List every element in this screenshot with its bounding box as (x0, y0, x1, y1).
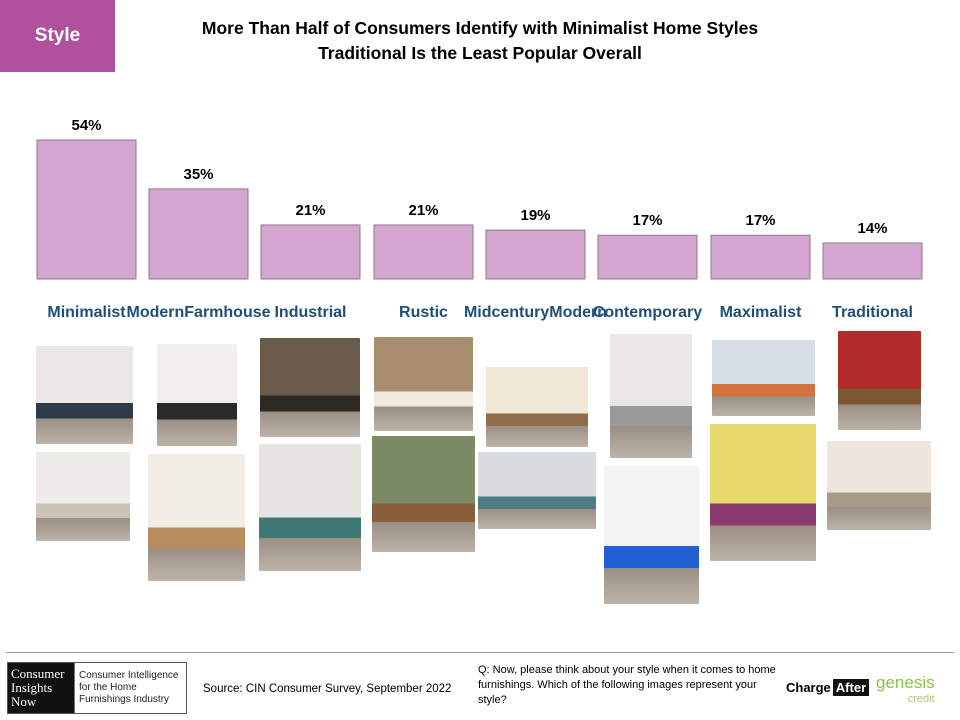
value-label: 14% (857, 220, 887, 237)
style-photo (610, 334, 692, 458)
logo-tagline: Consumer Intelligence for the Home Furni… (74, 663, 186, 713)
title-line-2: Traditional Is the Least Popular Overall (318, 43, 642, 63)
title-line-1: More Than Half of Consumers Identify wit… (201, 18, 759, 38)
value-label: 35% (183, 166, 213, 183)
value-label: 19% (520, 207, 550, 224)
value-label: 21% (408, 202, 438, 219)
bar-industrial (260, 224, 361, 280)
category-label: Maximalist (719, 304, 802, 321)
bar-contemporary (597, 234, 698, 280)
bar-minimalist (36, 139, 137, 280)
chargeafter-charge: Charge (786, 680, 831, 695)
style-photo (710, 424, 816, 561)
value-label: 21% (295, 202, 325, 219)
category-label: Minimalist (47, 304, 126, 321)
style-photo (712, 340, 815, 416)
cin-logo: Consumer Insights Now Consumer Intellige… (7, 662, 187, 714)
value-label: 54% (71, 117, 101, 134)
style-photo (604, 466, 699, 604)
style-photo (838, 331, 921, 430)
style-photo (486, 367, 588, 447)
category-label: Modern Farmhouse (126, 304, 271, 321)
style-photo (148, 454, 245, 581)
style-photo (374, 337, 473, 431)
value-label: 17% (745, 212, 775, 229)
style-photo (259, 444, 361, 571)
bar-modern-farmhouse (148, 188, 249, 280)
page-title: More Than Half of Consumers Identify wit… (130, 16, 830, 66)
bar-chart: 54% 35% 21% 21% 19% 17% 17% 14% (36, 117, 923, 280)
bar-traditional (822, 242, 923, 280)
bar-maximalist (710, 234, 811, 280)
category-label: Traditional (832, 304, 913, 321)
style-photo (157, 344, 237, 446)
survey-question: Q: Now, please think about your style wh… (478, 664, 776, 706)
style-photo (260, 338, 360, 437)
category-label: Industrial (274, 304, 347, 321)
footer-divider (6, 652, 954, 653)
style-photo (36, 452, 130, 541)
category-label: Rustic (399, 304, 448, 321)
genesis-credit-word: credit (907, 693, 935, 705)
style-photo (478, 452, 596, 529)
category-label: Contemporary (592, 304, 703, 321)
chargeafter-after: After (832, 679, 870, 696)
source-note: Source: CIN Consumer Survey, September 2… (203, 683, 452, 695)
genesis-word: genesis (876, 673, 935, 692)
style-tag: Style (0, 0, 115, 72)
style-photo (372, 436, 475, 552)
chargeafter-logo: Charge After (786, 679, 870, 696)
style-photo (36, 346, 133, 444)
category-label: Midcentury Modern (463, 304, 608, 321)
logo-wordmark: Consumer Insights Now (8, 663, 74, 713)
style-photo (827, 441, 931, 530)
genesis-credit-logo: genesis credit (876, 673, 935, 707)
bar-rustic (373, 224, 474, 280)
bar-midcentury-modern (485, 229, 586, 280)
value-label: 17% (632, 212, 662, 229)
